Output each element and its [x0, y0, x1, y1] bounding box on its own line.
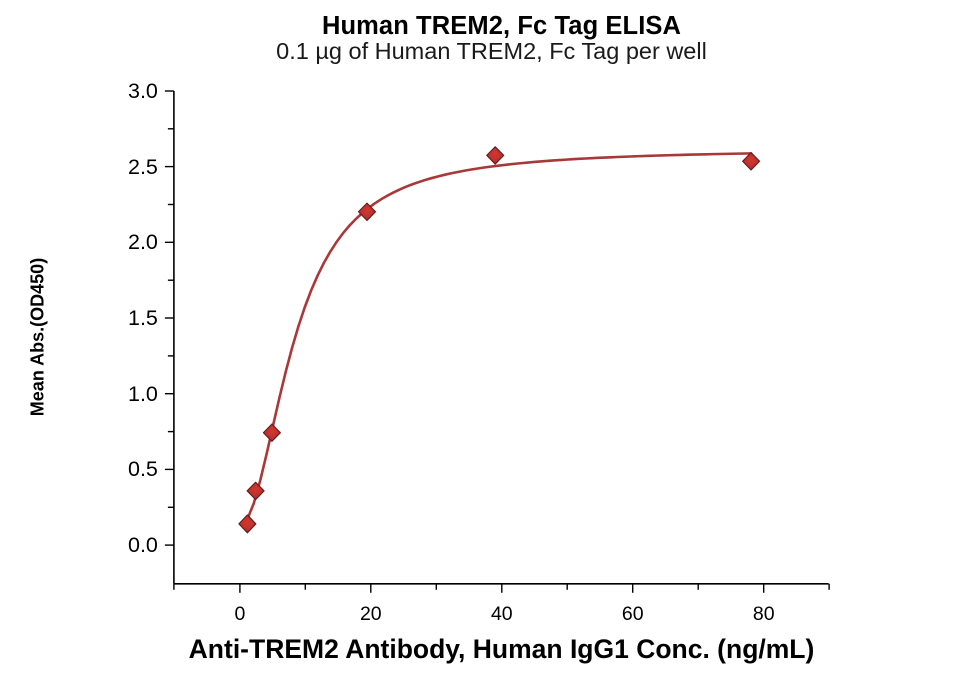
svg-text:0: 0 — [234, 603, 245, 625]
svg-text:60: 60 — [622, 603, 644, 625]
svg-text:1.5: 1.5 — [128, 306, 158, 330]
svg-text:2.5: 2.5 — [128, 155, 158, 179]
svg-text:3.0: 3.0 — [128, 79, 158, 103]
svg-text:20: 20 — [360, 603, 382, 625]
svg-text:0.0: 0.0 — [128, 533, 158, 557]
svg-text:40: 40 — [491, 603, 513, 625]
svg-text:0.5: 0.5 — [128, 457, 158, 481]
svg-text:2.0: 2.0 — [128, 230, 158, 254]
svg-text:1.0: 1.0 — [128, 382, 158, 406]
svg-text:80: 80 — [753, 603, 775, 625]
